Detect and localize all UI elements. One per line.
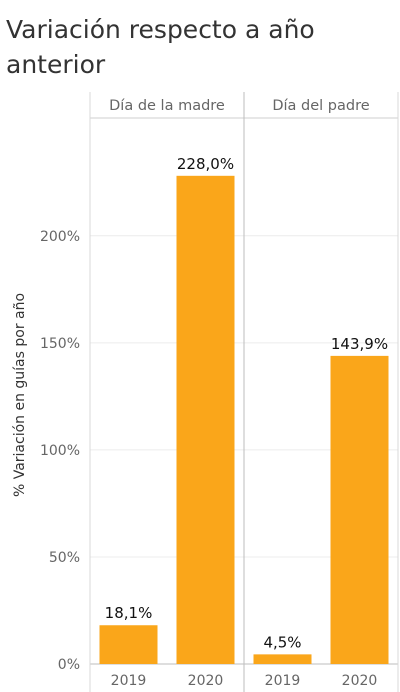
x-tick-label-1-0: 2019 [265,673,301,689]
x-tick-label-1-1: 2020 [342,673,378,689]
x-tick-label-0-1: 2020 [188,673,224,689]
chart-title: Variación respecto a año anterior [6,15,315,79]
y-tick-label-2: 100% [40,443,80,459]
bar-1-1 [330,355,389,664]
bar-label-1-1: 143,9% [331,335,388,353]
panel-header-0: Día de la madre [109,98,225,114]
y-tick-label-4: 200% [40,229,80,245]
x-tick-label-0-0: 2019 [111,673,147,689]
y-axis-title: % Variación en guías por año [12,293,28,497]
bar-label-0-0: 18,1% [105,604,153,622]
bar-1-0 [253,654,312,664]
bar-label-1-0: 4,5% [263,633,301,651]
y-tick-label-3: 150% [40,336,80,352]
y-tick-label-1: 50% [49,550,80,566]
bar-0-1 [176,175,235,664]
bar-0-0 [99,625,158,664]
y-tick-label-0: 0% [58,657,80,673]
panel-header-1: Día del padre [272,98,369,114]
bar-label-0-1: 228,0% [177,155,234,173]
